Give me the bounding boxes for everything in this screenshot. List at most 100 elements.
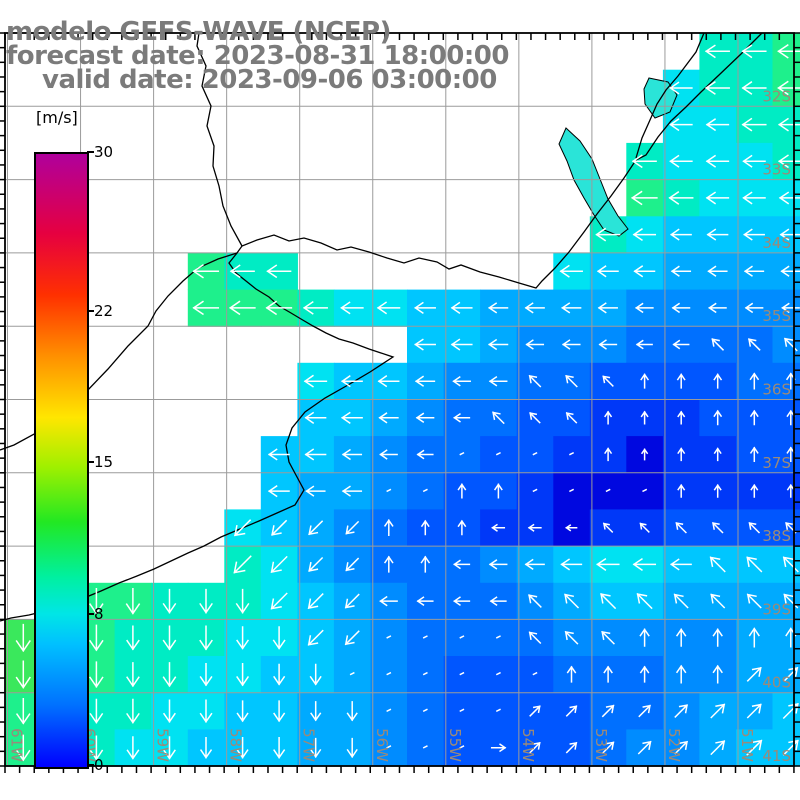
wind-arrow [746, 556, 763, 573]
wave-cell [772, 509, 800, 547]
coastline-path [0, 32, 763, 622]
wind-arrow [414, 375, 436, 387]
wave-cell [333, 656, 372, 694]
calm-dot [495, 671, 501, 676]
wind-arrow [631, 154, 657, 169]
coastline-path [635, 32, 705, 159]
wind-arrow [604, 410, 613, 425]
wind-arrow [603, 665, 613, 683]
frame-and-ticks [0, 32, 800, 773]
wind-arrow [675, 628, 687, 647]
wind-arrow [744, 302, 764, 314]
lat-label: 35S [762, 307, 791, 325]
wind-arrow [777, 154, 800, 169]
wind-arrow [780, 265, 800, 277]
wave-cell [516, 472, 554, 511]
calm-dot [459, 745, 465, 749]
wave-cell [772, 436, 800, 474]
wind-arrow [637, 740, 652, 755]
wind-arrow [528, 631, 542, 645]
wind-arrow [162, 588, 177, 614]
wave-cell [480, 692, 518, 730]
wind-arrow [741, 117, 767, 132]
wind-arrow [528, 374, 542, 388]
wind-arrow [15, 734, 31, 762]
calm-dot [422, 708, 428, 713]
wind-arrow [236, 737, 249, 759]
wind-arrow [450, 338, 473, 351]
wind-arrow [273, 700, 286, 723]
wave-cell [480, 436, 518, 474]
wind-arrow [89, 735, 104, 761]
wind-arrow [233, 555, 252, 574]
wind-arrow [490, 743, 507, 753]
wave-cell [772, 399, 800, 437]
calm-dot [422, 635, 428, 639]
wave-cell [626, 472, 664, 511]
wind-arrow [710, 703, 726, 719]
lon-label: 58W [227, 728, 245, 762]
lon-label: 54W [519, 728, 537, 762]
wind-arrow [487, 338, 509, 351]
wind-arrow [341, 448, 363, 461]
calm-dot [386, 708, 392, 713]
wave-cell [772, 619, 800, 657]
wind-arrow [457, 483, 467, 499]
wind-arrow [561, 339, 581, 350]
wind-arrow [233, 519, 252, 537]
wind-arrow [748, 521, 761, 534]
wind-arrow [346, 737, 358, 759]
wind-arrow [713, 409, 723, 426]
wind-arrow [782, 739, 799, 756]
wind-arrow [636, 593, 653, 610]
calm-dot [459, 671, 465, 676]
wind-arrow [597, 302, 618, 314]
wind-arrow [379, 595, 398, 607]
colorbar-gradient [34, 152, 89, 769]
wind-arrow [634, 302, 654, 314]
lat-label: 32S [762, 87, 791, 105]
wind-arrow [340, 301, 364, 315]
wind-arrow [632, 557, 657, 571]
wind-arrow [377, 375, 400, 388]
wind-arrow [601, 704, 615, 718]
wind-arrow [126, 625, 140, 651]
wind-arrow [89, 624, 104, 652]
wave-cell [443, 692, 481, 730]
calm-dot [349, 671, 355, 676]
colorbar-tick [87, 764, 94, 766]
calm-dot [459, 451, 465, 456]
wind-arrow [786, 483, 795, 498]
wind-arrow [162, 662, 177, 688]
wind-arrow [566, 665, 577, 683]
wind-arrow [565, 374, 578, 388]
wave-cell [370, 656, 408, 694]
calm-dot [386, 745, 392, 749]
wave-cell [443, 656, 481, 694]
wind-arrow [783, 666, 799, 682]
wind-arrow [420, 519, 430, 536]
wind-arrow [675, 521, 687, 534]
wind-arrow [229, 264, 255, 279]
wind-arrow [708, 302, 727, 314]
lat-label: 37S [762, 454, 791, 472]
wind-arrow [15, 660, 31, 689]
wind-arrow [782, 702, 799, 720]
wave-cell [407, 729, 445, 767]
wind-arrow [676, 373, 686, 389]
wind-arrow [89, 661, 104, 689]
wave-cell [553, 436, 591, 474]
wind-arrow [303, 374, 328, 388]
wind-arrow [704, 81, 730, 95]
wind-arrow [600, 593, 617, 610]
wind-arrow [669, 118, 693, 132]
wind-arrow [746, 593, 762, 609]
colorbar-tick [87, 613, 94, 615]
wind-arrow [672, 339, 690, 350]
wind-arrow [341, 485, 363, 497]
wave-cell [443, 619, 481, 657]
wind-arrow [346, 701, 358, 722]
wind-arrow [779, 228, 800, 241]
wind-arrow [271, 519, 288, 536]
lat-label: 33S [762, 161, 791, 179]
